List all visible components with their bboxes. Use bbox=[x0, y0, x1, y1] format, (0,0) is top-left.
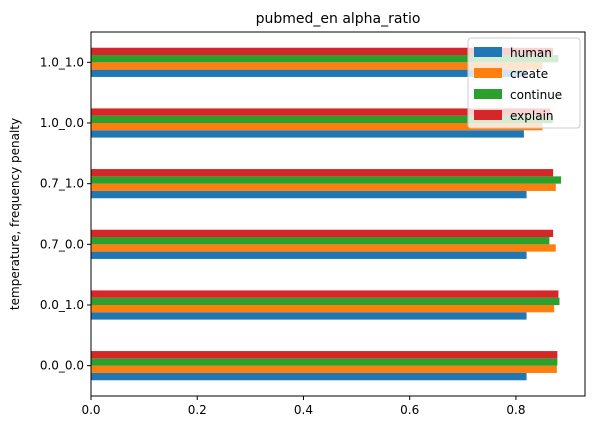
legend-box bbox=[467, 37, 581, 129]
legend-swatch-human bbox=[474, 47, 502, 57]
bars-layer bbox=[91, 47, 562, 381]
bar-explain-0.0_1.0 bbox=[91, 290, 559, 298]
legend-swatch-continue bbox=[474, 89, 502, 99]
y-tick-label: 0.0_0.0 bbox=[40, 359, 84, 373]
legend-label-human: human bbox=[510, 46, 552, 60]
chart-title: pubmed_en alpha_ratio bbox=[256, 11, 421, 27]
bar-explain-1.0_0.0 bbox=[91, 108, 551, 116]
bar-human-0.0_0.0 bbox=[91, 372, 527, 381]
bar-explain-1.0_1.0 bbox=[91, 47, 554, 56]
bar-explain-0.7_0.0 bbox=[91, 229, 554, 238]
y-tick-label: 0.7_0.0 bbox=[40, 237, 84, 251]
x-tick-label: 0.8 bbox=[506, 403, 525, 417]
bar-human-0.7_0.0 bbox=[91, 251, 527, 259]
bar-create-1.0_1.0 bbox=[91, 62, 543, 70]
y-tick-label: 0.0_1.0 bbox=[40, 298, 84, 312]
bar-human-0.0_1.0 bbox=[91, 312, 527, 320]
y-axis-ticks: 0.0_0.0 0.0_1.0 0.7_0.0 0.7_1.0 1.0_0.0 1.0_1… bbox=[40, 55, 91, 373]
x-tick-label: 0.6 bbox=[400, 403, 419, 417]
y-tick-label: 1.0_1.0 bbox=[40, 55, 84, 69]
legend-swatch-explain bbox=[474, 110, 502, 120]
x-tick-label: 0.2 bbox=[188, 403, 207, 417]
bar-continue-0.0_0.0 bbox=[91, 358, 558, 366]
legend-label-create: create bbox=[510, 67, 548, 81]
bar-continue-0.0_1.0 bbox=[91, 297, 560, 305]
legend-label-continue: continue bbox=[510, 88, 562, 102]
legend: human create continue explain bbox=[467, 37, 581, 129]
bar-continue-0.7_0.0 bbox=[91, 237, 550, 245]
legend-swatch-create bbox=[474, 68, 502, 78]
bar-continue-0.7_1.0 bbox=[91, 176, 562, 184]
bar-human-1.0_0.0 bbox=[91, 130, 524, 138]
x-axis-ticks: 0.0 0.2 0.4 0.6 0.8 bbox=[81, 396, 525, 417]
y-tick-label: 0.7_1.0 bbox=[40, 177, 84, 191]
x-tick-label: 0.0 bbox=[81, 403, 100, 417]
bar-create-0.7_1.0 bbox=[91, 183, 556, 191]
bar-explain-0.7_1.0 bbox=[91, 169, 554, 177]
bar-continue-1.0_0.0 bbox=[91, 115, 554, 123]
y-axis-label: temperature, frequency penalty bbox=[8, 118, 22, 310]
x-tick-label: 0.4 bbox=[294, 403, 313, 417]
bar-create-0.7_0.0 bbox=[91, 244, 556, 252]
bar-create-0.0_1.0 bbox=[91, 305, 555, 313]
bar-explain-0.0_0.0 bbox=[91, 351, 558, 359]
bar-human-0.7_1.0 bbox=[91, 190, 527, 199]
bar-human-1.0_1.0 bbox=[91, 69, 527, 77]
plot-frame bbox=[90, 31, 586, 397]
legend-label-explain: explain bbox=[510, 109, 554, 123]
bar-create-0.0_0.0 bbox=[91, 365, 557, 373]
y-tick-label: 1.0_0.0 bbox=[40, 116, 84, 130]
bar-continue-1.0_1.0 bbox=[91, 55, 559, 63]
bar-create-1.0_0.0 bbox=[91, 123, 543, 131]
